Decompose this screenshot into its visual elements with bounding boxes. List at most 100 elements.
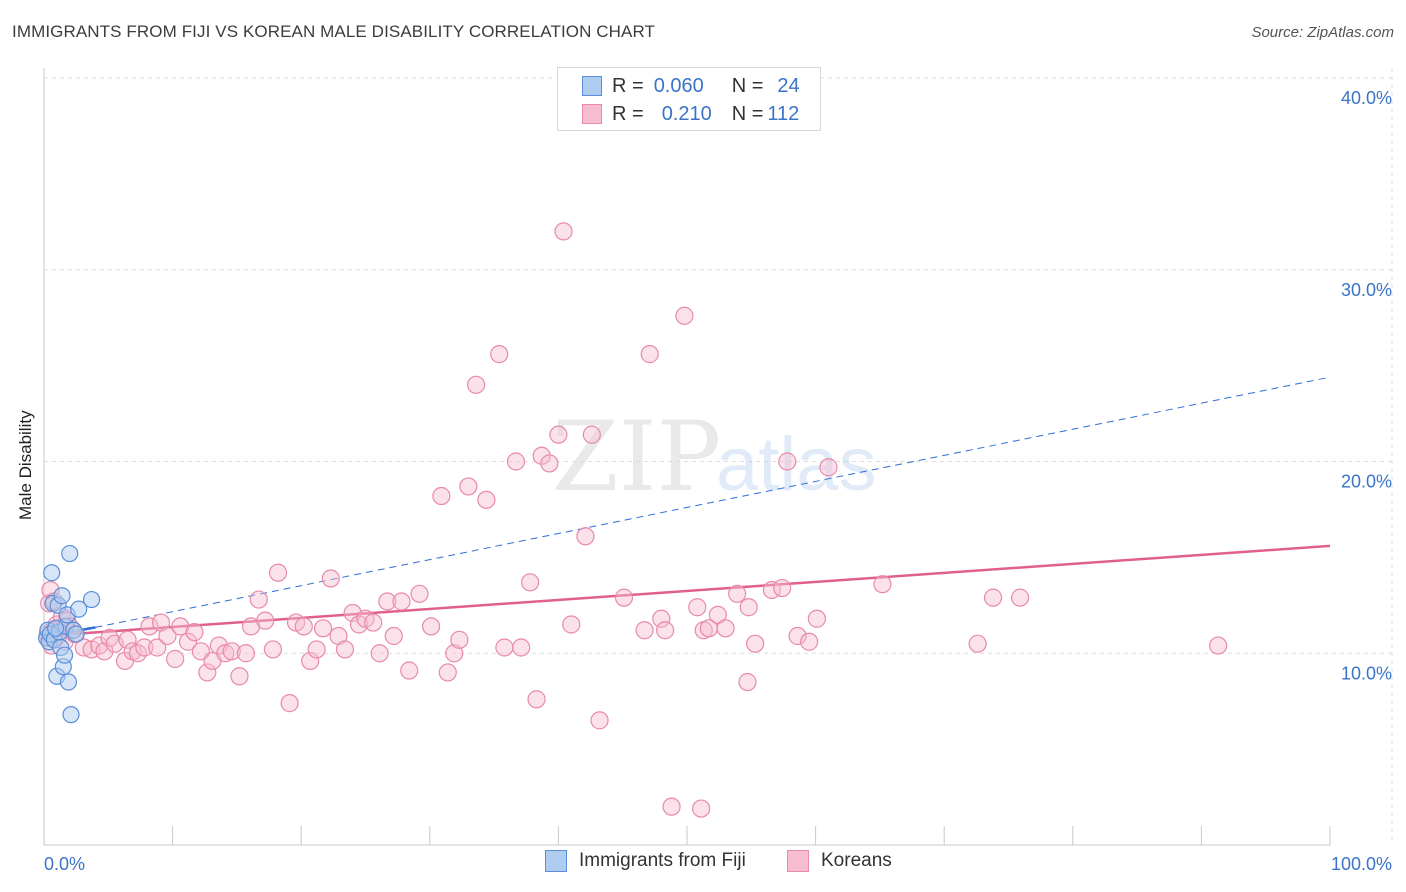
y-tick-label: 40.0% <box>1341 88 1392 108</box>
gridlines <box>44 68 1393 845</box>
point-korean <box>549 425 568 444</box>
r-value: 0.210 <box>661 102 712 125</box>
point-korean <box>166 649 185 669</box>
stats-legend: R = 0.060 N = 24 R = 0.210 N = 112 <box>557 67 821 131</box>
point-korean <box>249 590 268 609</box>
point-korean <box>222 642 241 661</box>
point-fiji <box>59 673 78 691</box>
point-korean <box>280 694 299 713</box>
point-korean <box>675 306 694 325</box>
point-korean <box>738 672 757 692</box>
watermark-zip: ZIP <box>552 401 721 513</box>
trend-line-koreans <box>43 544 1331 638</box>
stats-row-fiji: R = 0.060 N = 24 <box>582 74 800 98</box>
point-korean <box>335 640 355 659</box>
point-korean <box>477 490 496 509</box>
point-korean <box>527 690 546 709</box>
legend-item-koreans[interactable]: Koreans <box>787 850 892 872</box>
point-korean <box>466 375 486 394</box>
point-korean <box>490 345 509 364</box>
series-legend: Immigrants from Fiji Koreans <box>0 850 1406 878</box>
point-korean <box>562 615 581 634</box>
point-korean <box>432 486 451 506</box>
point-korean <box>95 642 114 661</box>
y-tick-label: 20.0% <box>1341 472 1392 492</box>
point-korean <box>158 626 177 646</box>
point-fiji <box>43 564 61 582</box>
legend-item-fiji[interactable]: Immigrants from Fiji <box>545 850 746 872</box>
point-korean <box>294 617 313 636</box>
point-fiji <box>62 706 80 724</box>
x-tick-label: 100.0% <box>1331 854 1392 874</box>
point-korean <box>236 644 256 663</box>
point-korean <box>554 222 573 241</box>
point-korean <box>746 634 765 653</box>
point-korean <box>662 797 681 816</box>
x-tick-label: 0.0% <box>44 854 85 874</box>
point-korean <box>968 634 987 653</box>
point-korean <box>185 623 204 642</box>
point-korean <box>807 609 826 628</box>
point-korean <box>118 630 137 649</box>
point-korean <box>983 588 1003 607</box>
point-korean <box>198 663 217 682</box>
point-fiji <box>82 590 101 609</box>
point-korean <box>135 638 154 657</box>
point-korean <box>692 799 711 818</box>
source-label: Source: ZipAtlas.com <box>1251 24 1394 41</box>
n-value: 112 <box>767 102 800 125</box>
point-korean <box>256 611 275 630</box>
point-korean <box>540 454 559 473</box>
point-korean <box>445 644 464 663</box>
r-label: R = <box>612 74 644 97</box>
point-korean <box>313 619 333 638</box>
legend-label-fiji: Immigrants from Fiji <box>579 850 746 871</box>
point-korean <box>495 638 514 657</box>
point-korean <box>512 638 531 657</box>
point-fiji <box>53 587 71 605</box>
point-korean <box>652 609 671 628</box>
point-korean <box>459 477 478 496</box>
y-axis-label: Male Disability <box>16 410 35 520</box>
point-korean <box>819 458 838 477</box>
point-korean <box>378 592 397 611</box>
y-tick-label: 30.0% <box>1341 280 1392 300</box>
axes <box>43 68 1331 846</box>
point-korean <box>716 619 735 638</box>
point-korean <box>778 452 797 471</box>
legend-label-koreans: Koreans <box>821 850 892 871</box>
point-korean <box>728 584 747 603</box>
point-korean <box>688 598 707 617</box>
point-korean <box>263 640 283 659</box>
n-label: N = <box>731 74 764 97</box>
point-korean <box>384 626 403 646</box>
data-points <box>37 222 1228 818</box>
point-korean <box>532 446 551 465</box>
point-korean <box>614 588 634 607</box>
point-korean <box>178 632 198 651</box>
point-korean <box>321 569 340 588</box>
point-fiji <box>46 619 65 637</box>
point-korean <box>1010 588 1030 607</box>
point-korean <box>640 345 659 364</box>
legend-swatch-koreans <box>787 850 809 872</box>
point-korean <box>438 663 457 682</box>
point-korean <box>100 628 119 648</box>
stats-row-koreans: R = 0.210 N = 112 <box>582 102 799 126</box>
point-korean <box>582 425 601 444</box>
point-korean <box>307 640 326 659</box>
point-korean <box>301 651 320 671</box>
point-korean <box>1209 636 1228 655</box>
point-korean <box>576 527 595 546</box>
tick-labels: 10.0% 20.0% 30.0% 40.0% 0.0% 100.0% <box>44 88 1392 874</box>
r-label: R = <box>612 102 644 125</box>
legend-swatch-fiji <box>545 850 567 872</box>
legend-swatch-fiji <box>582 76 602 96</box>
r-value: 0.060 <box>653 74 704 97</box>
point-korean <box>635 621 654 640</box>
point-korean <box>590 711 609 730</box>
point-korean <box>450 630 469 649</box>
point-korean <box>364 613 383 632</box>
